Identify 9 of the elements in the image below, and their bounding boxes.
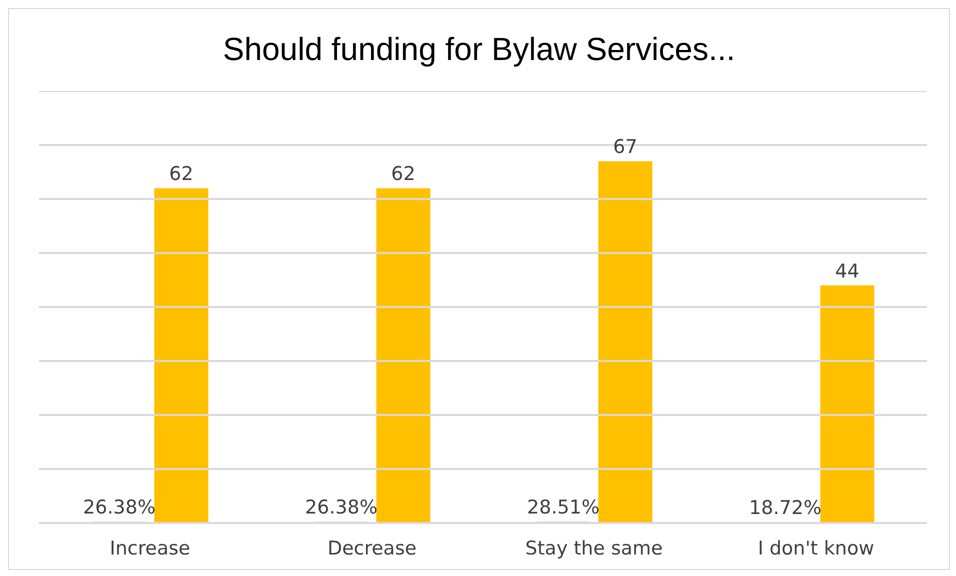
x-tick-label: Stay the same [525,537,663,560]
data-label: 67 [613,136,638,158]
data-label: 62 [169,163,194,186]
data-label: 44 [835,260,860,282]
chart-title: Should funding for Bylaw Services... [222,31,736,69]
x-tick-label: I don't know [758,537,874,560]
x-tick-label: Increase [110,537,190,560]
data-label: 62 [391,163,416,186]
x-tick-label: Decrease [327,537,417,560]
